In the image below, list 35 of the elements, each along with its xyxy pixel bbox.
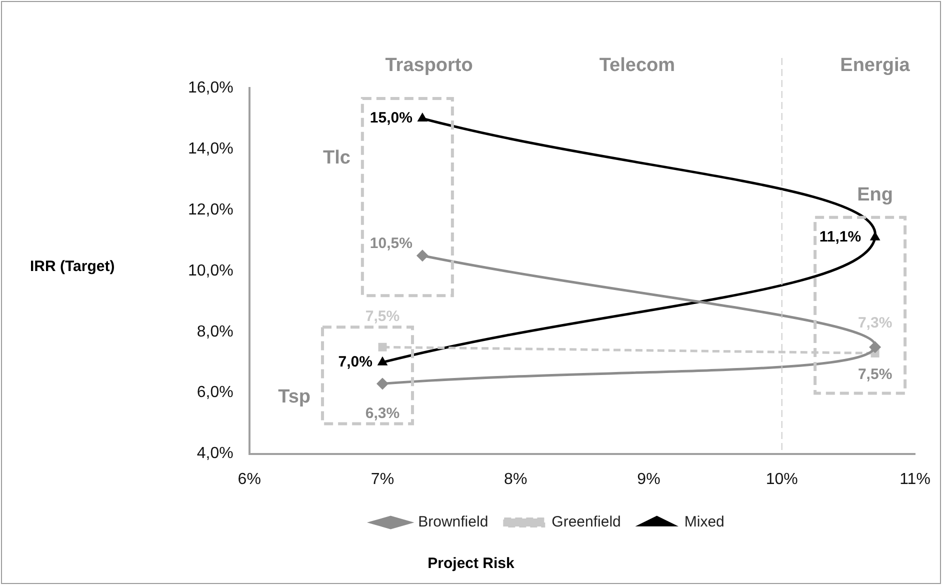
y-tick-label: 6,0% [196, 384, 234, 402]
point [417, 112, 428, 122]
y-tick-label: 14,0% [188, 140, 234, 158]
annotation: Tsp [278, 386, 310, 408]
data-label: 7,0% [338, 353, 372, 370]
point [416, 250, 428, 262]
legend-label: Mixed [684, 514, 724, 531]
point [869, 341, 882, 354]
x-tick-label: 11% [900, 470, 930, 488]
annotation: Eng [857, 184, 894, 206]
point [376, 378, 388, 390]
point [378, 342, 387, 352]
x-tick-label: 6% [238, 470, 261, 488]
x-tick-label: 7% [370, 470, 394, 488]
data-label: 11,1% [819, 228, 862, 246]
legend-label: Greenfield [552, 514, 621, 531]
text: Energia [840, 55, 910, 76]
y-tick-label: 4,0% [196, 445, 234, 462]
y-axis-title: IRR (Target) [30, 258, 115, 275]
y-tick-label: 16,0% [188, 79, 234, 96]
data-label: 6,3% [365, 404, 400, 422]
text: Telecom [599, 55, 676, 76]
y-tick-label: 12,0% [188, 201, 234, 218]
text: Trasporto [385, 55, 473, 76]
x-axis-title: Project Risk [426, 555, 516, 572]
x-tick-label: 9% [637, 470, 660, 488]
y-tick-label: 10,0% [188, 262, 234, 280]
x-tick-label: 10% [766, 470, 798, 488]
y-tick-label: 8,0% [196, 323, 234, 340]
data-label: 10,5% [370, 234, 412, 252]
data-label: 15,0% [370, 110, 412, 127]
annotation: Tlc [322, 148, 351, 169]
legend-label: Brownfield [418, 514, 488, 531]
data-label: 7,5% [858, 366, 892, 384]
x-tick-label: 8% [504, 470, 528, 488]
